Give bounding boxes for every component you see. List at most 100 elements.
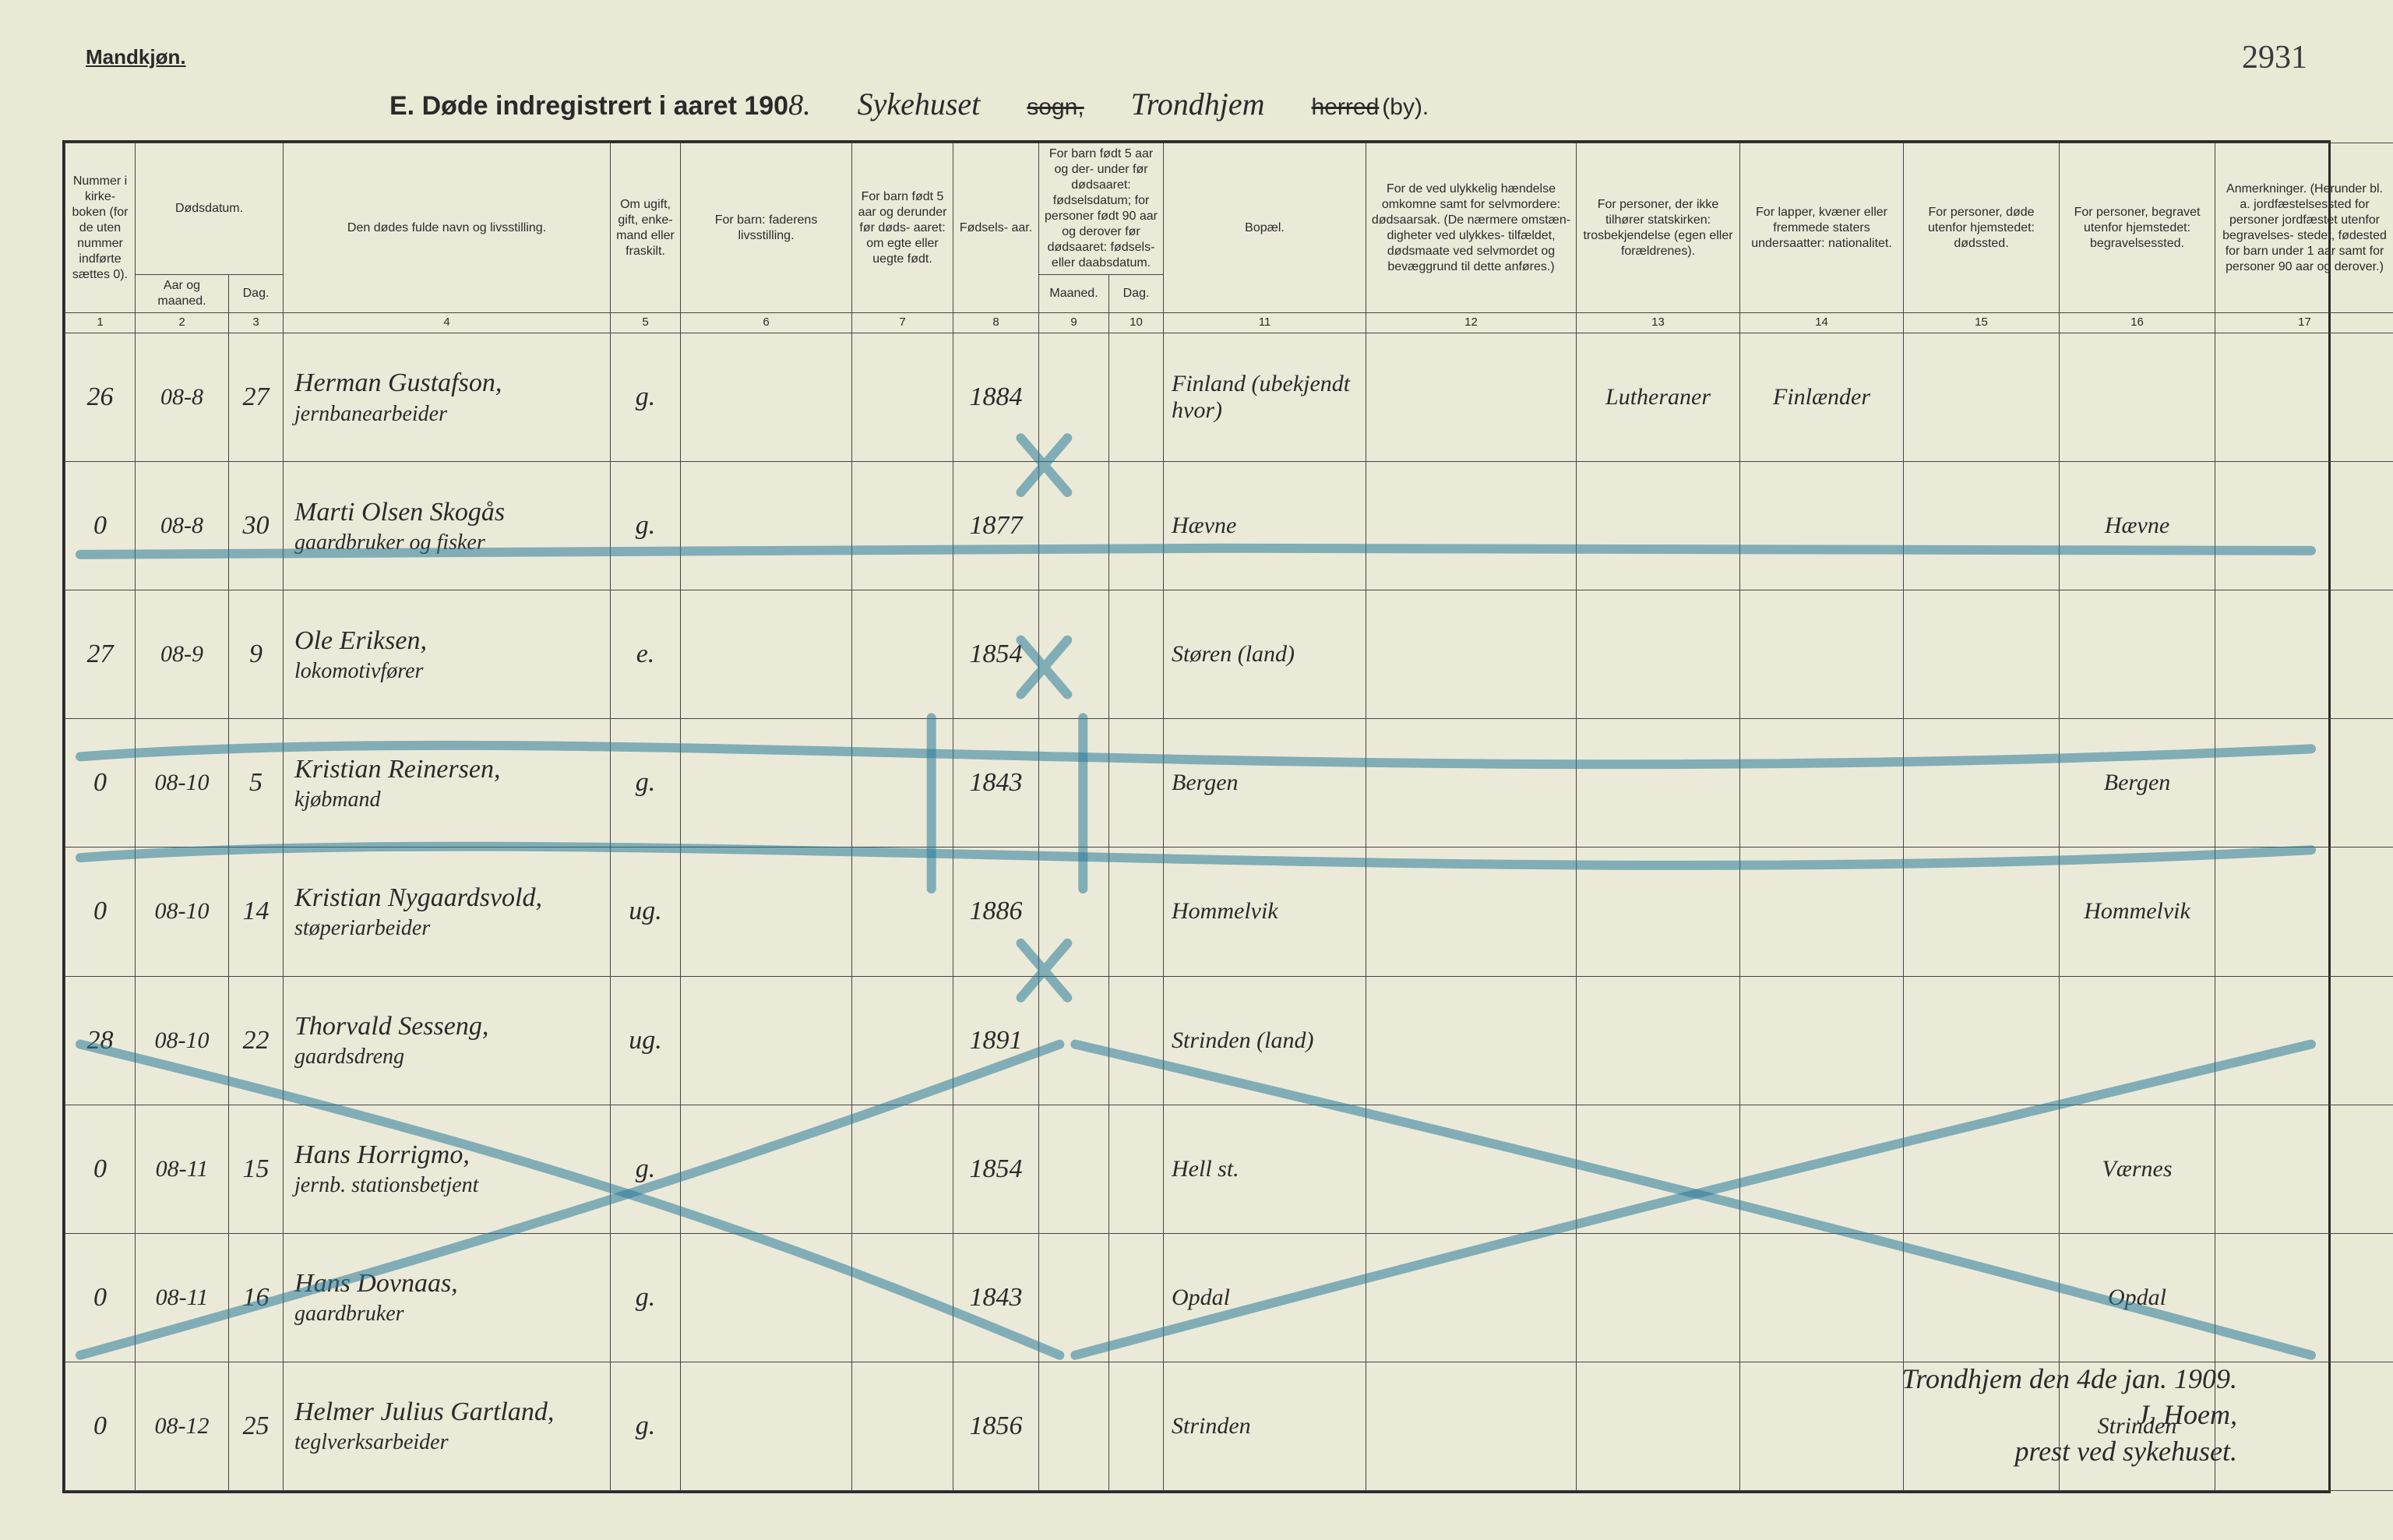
marital-status: g. xyxy=(611,1362,681,1490)
name-occupation: Marti Olsen Skogås gaardbruker og fisker xyxy=(284,462,611,590)
col-17-header: Anmerkninger. (Herunder bl. a. jordfæste… xyxy=(2215,143,2393,313)
legitimacy xyxy=(852,333,953,462)
person-occupation: lokomotivfører xyxy=(294,659,605,684)
burial-place: Hævne xyxy=(2060,462,2215,590)
person-name: Thorvald Sesseng, xyxy=(294,1012,488,1041)
birth-day xyxy=(1109,590,1164,719)
marital-status: ug. xyxy=(611,848,681,976)
birth-year: 1843 xyxy=(953,1233,1039,1362)
father-occupation xyxy=(681,1233,852,1362)
person-occupation: gaardsdreng xyxy=(294,1045,605,1070)
nationality: Finlænder xyxy=(1740,333,1904,462)
table-row: 008-105Kristian Reinersen,kjøbmandg.1843… xyxy=(65,719,2393,848)
col-9-header: For barn født 5 aar og der- under før dø… xyxy=(1039,143,1164,275)
birth-year: 1843 xyxy=(953,719,1039,848)
colnum: 14 xyxy=(1740,313,1904,333)
col-12-header: For de ved ulykkelig hændelse omkomne sa… xyxy=(1366,143,1577,313)
birth-year: 1856 xyxy=(953,1362,1039,1490)
nationality xyxy=(1740,462,1904,590)
colnum: 4 xyxy=(284,313,611,333)
accident-cause xyxy=(1366,1233,1577,1362)
person-occupation: gaardbruker og fisker xyxy=(294,530,605,555)
creed: Lutheraner xyxy=(1577,333,1740,462)
birth-month xyxy=(1039,848,1109,976)
table-row: 2708-99Ole Eriksen,lokomotivførere.1854S… xyxy=(65,590,2393,719)
birth-year: 1877 xyxy=(953,462,1039,590)
death-year-month: 08-10 xyxy=(136,719,229,848)
remarks xyxy=(2215,1105,2393,1233)
parish-handwritten: Sykehuset xyxy=(858,86,981,122)
creed xyxy=(1577,590,1740,719)
col-2-header: Dødsdatum. xyxy=(136,143,284,275)
legitimacy xyxy=(852,1233,953,1362)
creed xyxy=(1577,462,1740,590)
birth-month xyxy=(1039,1233,1109,1362)
accident-cause xyxy=(1366,719,1577,848)
birth-month xyxy=(1039,333,1109,462)
accident-cause xyxy=(1366,1362,1577,1490)
table-head: Nummer i kirke- boken (for de uten numme… xyxy=(65,143,2393,333)
col-9a-header: Maaned. xyxy=(1039,275,1109,313)
creed xyxy=(1577,719,1740,848)
death-day: 27 xyxy=(229,333,284,462)
death-place xyxy=(1904,462,2060,590)
death-place xyxy=(1904,976,2060,1105)
burial-place: Opdal xyxy=(2060,1233,2215,1362)
signature-line-1: Trondhjem den 4de jan. 1909. xyxy=(1901,1361,2237,1397)
burial-place: Hommelvik xyxy=(2060,848,2215,976)
col-15-header: For personer, døde utenfor hjemstedet: d… xyxy=(1904,143,2060,313)
person-name: Helmer Julius Gartland, xyxy=(294,1397,554,1426)
death-day: 15 xyxy=(229,1105,284,1233)
entry-number: 28 xyxy=(65,976,136,1105)
name-occupation: Ole Eriksen,lokomotivfører xyxy=(284,590,611,719)
residence: Finland (ubekjendt hvor) xyxy=(1164,333,1366,462)
burial-place xyxy=(2060,976,2215,1105)
title-prefix-text: E. Døde indregistrert i aaret 190 xyxy=(389,91,788,121)
legitimacy xyxy=(852,462,953,590)
colnum: 7 xyxy=(852,313,953,333)
death-day: 16 xyxy=(229,1233,284,1362)
name-occupation: Kristian Reinersen,kjøbmand xyxy=(284,719,611,848)
accident-cause xyxy=(1366,976,1577,1105)
colnum: 11 xyxy=(1164,313,1366,333)
birth-day xyxy=(1109,333,1164,462)
remarks xyxy=(2215,462,2393,590)
colnum: 8 xyxy=(953,313,1039,333)
residence: Strinden xyxy=(1164,1362,1366,1490)
marital-status: g. xyxy=(611,462,681,590)
father-occupation xyxy=(681,976,852,1105)
residence: Opdal xyxy=(1164,1233,1366,1362)
remarks xyxy=(2215,333,2393,462)
accident-cause xyxy=(1366,1105,1577,1233)
legitimacy xyxy=(852,1362,953,1490)
death-place xyxy=(1904,848,2060,976)
death-place xyxy=(1904,1233,2060,1362)
nationality xyxy=(1740,1105,1904,1233)
residence: Bergen xyxy=(1164,719,1366,848)
person-name: Kristian Reinersen, xyxy=(294,755,500,784)
table-row: 008-1115Hans Horrigmo,jernb. stationsbet… xyxy=(65,1105,2393,1233)
col-1-header: Nummer i kirke- boken (for de uten numme… xyxy=(65,143,136,313)
remarks xyxy=(2215,976,2393,1105)
remarks xyxy=(2215,1233,2393,1362)
person-name: Hans Horrigmo, xyxy=(294,1140,470,1169)
death-year-month: 08-8 xyxy=(136,333,229,462)
signature-line-3: prest ved sykehuset. xyxy=(1901,1433,2237,1470)
birth-year: 1854 xyxy=(953,1105,1039,1233)
col-14-header: For lapper, kvæner eller fremmede stater… xyxy=(1740,143,1904,313)
colnum: 15 xyxy=(1904,313,2060,333)
father-occupation xyxy=(681,1362,852,1490)
marital-status: e. xyxy=(611,590,681,719)
table-row: 2608-827Herman Gustafson,jernbanearbeide… xyxy=(65,333,2393,462)
birth-day xyxy=(1109,1105,1164,1233)
birth-day xyxy=(1109,1362,1164,1490)
name-occupation: Hans Dovnaas,gaardbruker xyxy=(284,1233,611,1362)
accident-cause xyxy=(1366,333,1577,462)
nationality xyxy=(1740,848,1904,976)
father-occupation xyxy=(681,590,852,719)
person-name: Marti Olsen Skogås xyxy=(294,498,505,527)
death-day: 14 xyxy=(229,848,284,976)
register-table: Nummer i kirke- boken (for de uten numme… xyxy=(65,143,2393,1491)
col-7-header: For barn født 5 aar og derunder før døds… xyxy=(852,143,953,313)
district-suffix: (by). xyxy=(1382,94,1429,120)
